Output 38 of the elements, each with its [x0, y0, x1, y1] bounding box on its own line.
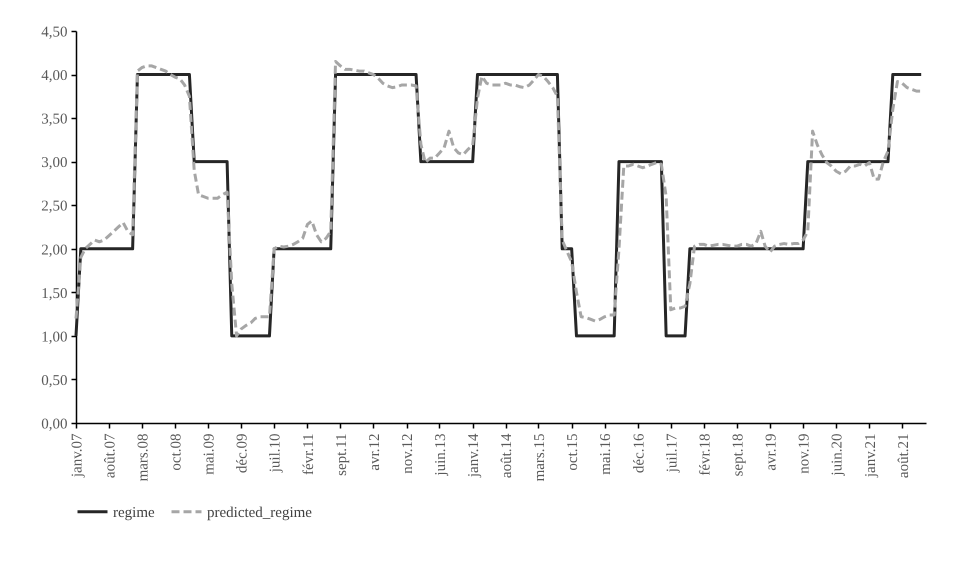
y-tick-label: 3,50 [41, 112, 68, 128]
x-tick-label: janv.21 [862, 434, 879, 478]
x-tick-label: juin.20 [830, 434, 846, 477]
x-tick-label: juil.10 [268, 434, 284, 474]
x-tick-label: avr.12 [366, 434, 383, 471]
y-tick-label: 2,00 [41, 242, 68, 258]
x-tick-label: mai.09 [202, 434, 218, 475]
y-tick-label: 3,00 [41, 155, 68, 172]
x-tick-label: févr.18 [698, 434, 714, 476]
y-tick-label: 1,00 [41, 329, 68, 346]
y-tick-label: 1,50 [41, 286, 68, 302]
x-tick-label: déc.16 [631, 433, 648, 474]
y-tick-label: 4,00 [41, 68, 68, 84]
y-tick-label: 2,50 [41, 198, 68, 215]
y-tick-label: 4,50 [41, 24, 68, 40]
legend-label: regime [113, 504, 155, 521]
x-tick-label: mars.15 [532, 434, 548, 482]
y-tick-label: 0,00 [41, 416, 68, 432]
x-tick-label: juil.17 [664, 433, 680, 474]
x-tick-label: sept.18 [730, 434, 747, 476]
x-tick-label: sept.11 [334, 434, 350, 476]
x-tick-label: déc.09 [234, 434, 251, 474]
x-tick-label: août.14 [499, 433, 516, 478]
x-tick-label: avr.19 [763, 434, 780, 471]
x-tick-label: févr.11 [300, 434, 317, 476]
legend-label: predicted_regime [207, 504, 312, 521]
x-tick-label: juin.13 [432, 434, 449, 477]
x-tick-label: août.21 [896, 434, 912, 478]
y-tick-label: 0,50 [41, 372, 68, 389]
x-tick-label: oct.15 [565, 434, 582, 471]
x-tick-label: nov.19 [796, 434, 813, 474]
x-tick-label: nov.12 [400, 434, 416, 474]
x-tick-label: mai.16 [598, 433, 614, 475]
x-tick-label: oct.08 [168, 434, 185, 471]
x-tick-label: août.07 [102, 433, 118, 478]
x-tick-label: janv.07 [70, 433, 86, 478]
x-tick-label: mars.08 [135, 434, 152, 482]
x-tick-label: janv.14 [466, 433, 482, 478]
